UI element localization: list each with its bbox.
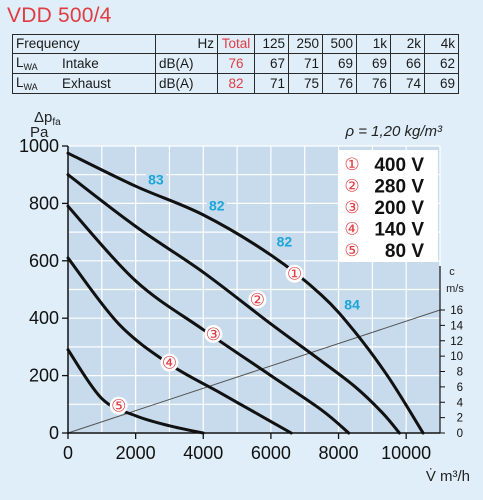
curve-marker: ④ bbox=[162, 354, 177, 373]
legend-mark: ① bbox=[344, 155, 359, 174]
secondary-tick-label: 4 bbox=[457, 397, 464, 409]
secondary-tick-label: 14 bbox=[450, 320, 463, 332]
efficiency-label-bg bbox=[206, 197, 227, 214]
efficiency-label: 82 bbox=[277, 233, 293, 249]
secondary-tick-label: 2 bbox=[457, 413, 463, 425]
legend-mark: ③ bbox=[344, 198, 359, 217]
curve-marker: ① bbox=[287, 265, 302, 284]
secondary-axis-label: c bbox=[449, 266, 455, 278]
x-axis-label: V̇ m³/h bbox=[426, 468, 470, 485]
row-value: 62 bbox=[424, 53, 459, 74]
x-tick-label: 6000 bbox=[251, 443, 291, 463]
efficiency-label-bg bbox=[342, 296, 363, 313]
table-header-row: Frequency Hz Total 125 250 500 1k 2k 4k bbox=[12, 34, 459, 54]
efficiency-label-bg bbox=[274, 233, 295, 250]
fan-curve-2 bbox=[66, 173, 401, 435]
efficiency-label: 82 bbox=[209, 198, 225, 214]
secondary-tick-label: 16 bbox=[450, 305, 463, 317]
header-125: 125 bbox=[254, 34, 289, 54]
curve-marker-bg bbox=[285, 264, 304, 283]
x-tick-label: 10000 bbox=[381, 443, 431, 463]
labels: 0 2000 4000 6000 8000 10000020040060080010000… bbox=[19, 136, 464, 463]
secondary-tick-label: 12 bbox=[450, 336, 463, 348]
product-title: VDD 500/4 bbox=[7, 4, 112, 27]
row-value: 74 bbox=[390, 73, 425, 94]
row-unit: dB(A) bbox=[155, 53, 218, 74]
efficiency-label-bg bbox=[145, 171, 166, 188]
header-4k: 4k bbox=[424, 34, 459, 54]
x-tick-label: 4000 bbox=[183, 443, 223, 463]
curve-marker: ⑤ bbox=[111, 397, 126, 416]
row-label: LWA bbox=[12, 73, 59, 94]
x-tick-label: 2000 bbox=[116, 443, 156, 463]
row-unit: dB(A) bbox=[155, 73, 218, 94]
row-value: 69 bbox=[424, 73, 459, 94]
legend-label: 400 V bbox=[374, 155, 424, 176]
y-tick-label: 600 bbox=[29, 251, 59, 271]
x-tick-label: 0 bbox=[63, 443, 73, 463]
y-tick-label: 1000 bbox=[19, 136, 59, 156]
y-axis-label-line1: Δpfa bbox=[34, 109, 61, 128]
fan-curve-3 bbox=[66, 204, 351, 435]
row-value: 76 bbox=[322, 73, 357, 94]
legend-mark: ② bbox=[344, 177, 359, 196]
curve-marker-bg bbox=[204, 324, 223, 343]
row-name: Exhaust bbox=[59, 73, 156, 94]
secondary-tick-label: 10 bbox=[450, 351, 463, 363]
legend-label: 200 V bbox=[374, 198, 424, 219]
y-tick-label: 800 bbox=[29, 193, 59, 213]
fan-curve-5 bbox=[66, 348, 205, 435]
density-note: ρ = 1,20 kg/m³ bbox=[344, 123, 443, 140]
row-value: 75 bbox=[288, 73, 323, 94]
row-label: LWA bbox=[12, 53, 59, 74]
legend-mark: ④ bbox=[344, 220, 359, 239]
curve-marker: ③ bbox=[206, 325, 221, 344]
y-axis-label-line2: Pa bbox=[30, 124, 49, 141]
legend-label: 80 V bbox=[385, 241, 424, 262]
secondary-tick-label: 8 bbox=[457, 367, 463, 379]
row-value: 69 bbox=[356, 53, 391, 74]
row-value: 71 bbox=[254, 73, 289, 94]
x-tick-label: 8000 bbox=[319, 443, 359, 463]
curves bbox=[66, 151, 425, 435]
curve-marker-bg bbox=[160, 353, 179, 372]
legend-box bbox=[338, 150, 438, 262]
secondary-tick-label: 6 bbox=[457, 382, 463, 394]
legend-mark: ⑤ bbox=[344, 241, 359, 260]
efficiency-label: 83 bbox=[148, 172, 164, 188]
row-value: 71 bbox=[288, 53, 323, 74]
curve-marker-bg bbox=[248, 290, 267, 309]
table-row-exhaust: LWA Exhaust dB(A) 82 71 75 76 76 74 69 bbox=[12, 73, 459, 94]
secondary-tick-label: 0 bbox=[457, 428, 463, 440]
y-tick-label: 400 bbox=[29, 308, 59, 328]
secondary-axis-unit: m/s bbox=[446, 283, 464, 295]
y-tick-label: 200 bbox=[29, 366, 59, 386]
legend-label: 140 V bbox=[374, 220, 424, 241]
sound-power-table: Frequency Hz Total 125 250 500 1k 2k 4k … bbox=[12, 34, 459, 94]
efficiency-label: 84 bbox=[344, 297, 360, 313]
legend-label: 280 V bbox=[374, 177, 424, 198]
header-250: 250 bbox=[288, 34, 323, 54]
fan-curve-4 bbox=[66, 256, 293, 435]
curve-marker-bg bbox=[109, 396, 128, 415]
y-tick-label: 0 bbox=[49, 423, 59, 443]
curve-marker: ② bbox=[250, 291, 265, 310]
table-row-intake: LWA Intake dB(A) 76 67 71 69 69 66 62 bbox=[12, 53, 459, 74]
axes bbox=[62, 145, 445, 439]
legend: ① 400 V ② 280 V ③ 200 V ④ 140 V ⑤ 80 V bbox=[338, 150, 438, 262]
